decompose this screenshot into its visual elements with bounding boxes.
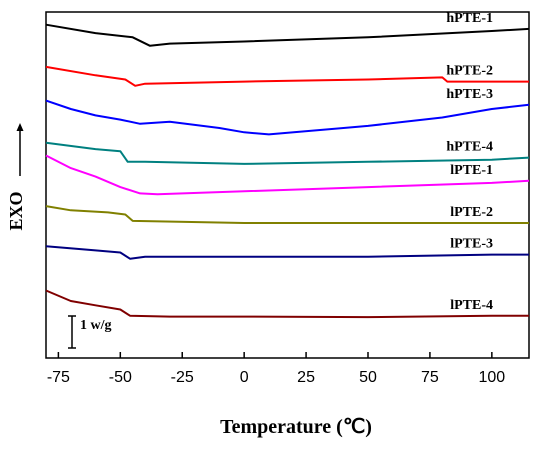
x-tick-label: 50 [359,369,377,386]
series-line-hpte-4 [45,141,530,165]
x-tick-label: 25 [297,369,315,386]
x-axis-tick-labels: -75 -50 -25 0 25 50 75 100 [47,369,505,386]
exo-arrow [16,123,24,176]
series-line-hpte-2 [45,65,529,87]
series-label-lpte-2: lPTE-2 [450,205,493,220]
series-label-hpte-1: hPTE-1 [446,11,493,26]
x-tick-label: -25 [171,369,194,386]
series-line-lpte-1 [45,154,530,196]
x-tick-label: -50 [109,369,132,386]
series-label-hpte-2: hPTE-2 [446,64,493,79]
x-tick-label: 0 [240,369,249,386]
series-labels: hPTE-1 hPTE-2 hPTE-3 hPTE-4 lPTE-1 lPTE-2 lPTE… [446,11,493,313]
x-axis-ticks [57,352,493,358]
x-axis-title: Temperature (℃) [220,416,372,438]
series-line-lpte-3 [45,245,529,260]
y-axis-title: EXO [6,191,26,230]
series-label-hpte-4: hPTE-4 [446,140,493,155]
scale-bar-label: 1 w/g [80,318,112,333]
series-line-lpte-4 [45,289,529,319]
series-label-lpte-4: lPTE-4 [450,298,493,313]
series-label-lpte-1: lPTE-1 [450,163,493,178]
series-lines [45,23,530,319]
plot-frame [45,11,530,359]
x-tick-label: 75 [421,369,439,386]
series-line-hpte-3 [45,99,530,136]
x-tick-label: 100 [478,369,505,386]
series-line-lpte-2 [45,205,529,224]
x-tick-label: -75 [47,369,70,386]
series-label-lpte-3: lPTE-3 [450,237,493,252]
series-line-hpte-1 [45,23,530,47]
series-label-hpte-3: hPTE-3 [446,87,493,102]
scale-bar: 1 w/g [68,315,112,349]
